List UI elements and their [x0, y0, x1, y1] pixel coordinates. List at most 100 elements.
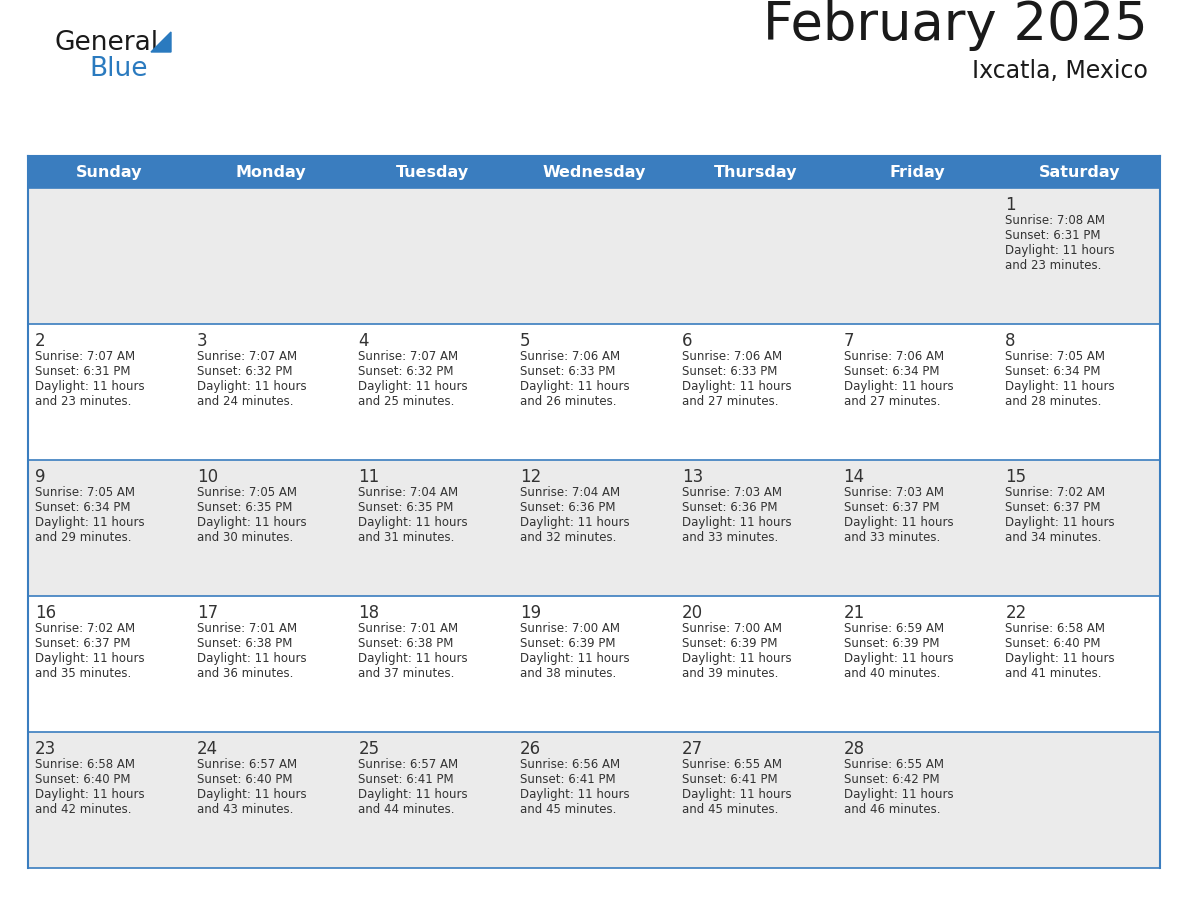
Text: Sunset: 6:42 PM: Sunset: 6:42 PM — [843, 773, 940, 786]
Text: Saturday: Saturday — [1038, 164, 1120, 180]
Text: and 37 minutes.: and 37 minutes. — [359, 667, 455, 680]
Text: February 2025: February 2025 — [763, 0, 1148, 51]
Text: Sunset: 6:33 PM: Sunset: 6:33 PM — [520, 365, 615, 378]
Text: Sunset: 6:34 PM: Sunset: 6:34 PM — [843, 365, 939, 378]
Text: Daylight: 11 hours: Daylight: 11 hours — [843, 788, 953, 801]
Text: Sunrise: 6:55 AM: Sunrise: 6:55 AM — [843, 758, 943, 771]
Text: 6: 6 — [682, 332, 693, 350]
Text: Daylight: 11 hours: Daylight: 11 hours — [197, 788, 307, 801]
Text: and 23 minutes.: and 23 minutes. — [34, 395, 132, 408]
Text: Daylight: 11 hours: Daylight: 11 hours — [1005, 380, 1114, 393]
Text: Daylight: 11 hours: Daylight: 11 hours — [843, 380, 953, 393]
Text: Sunrise: 7:00 AM: Sunrise: 7:00 AM — [520, 622, 620, 635]
Text: Daylight: 11 hours: Daylight: 11 hours — [34, 788, 145, 801]
Text: Sunrise: 7:06 AM: Sunrise: 7:06 AM — [682, 350, 782, 363]
Text: Sunset: 6:36 PM: Sunset: 6:36 PM — [682, 501, 777, 514]
Text: General: General — [55, 30, 159, 56]
Text: Daylight: 11 hours: Daylight: 11 hours — [197, 516, 307, 529]
Text: and 31 minutes.: and 31 minutes. — [359, 531, 455, 544]
Text: 18: 18 — [359, 604, 379, 622]
Text: Wednesday: Wednesday — [542, 164, 646, 180]
Text: Sunrise: 7:04 AM: Sunrise: 7:04 AM — [520, 486, 620, 499]
Text: 16: 16 — [34, 604, 56, 622]
Text: Sunset: 6:37 PM: Sunset: 6:37 PM — [843, 501, 939, 514]
Text: Sunrise: 6:59 AM: Sunrise: 6:59 AM — [843, 622, 943, 635]
Text: 10: 10 — [197, 468, 217, 486]
Text: Daylight: 11 hours: Daylight: 11 hours — [359, 380, 468, 393]
Text: Sunset: 6:37 PM: Sunset: 6:37 PM — [1005, 501, 1101, 514]
Text: Sunrise: 7:07 AM: Sunrise: 7:07 AM — [197, 350, 297, 363]
Text: Sunset: 6:41 PM: Sunset: 6:41 PM — [682, 773, 777, 786]
Text: Daylight: 11 hours: Daylight: 11 hours — [843, 516, 953, 529]
Text: 12: 12 — [520, 468, 542, 486]
Text: Sunset: 6:35 PM: Sunset: 6:35 PM — [359, 501, 454, 514]
Text: and 38 minutes.: and 38 minutes. — [520, 667, 617, 680]
Text: 13: 13 — [682, 468, 703, 486]
Text: Sunset: 6:41 PM: Sunset: 6:41 PM — [520, 773, 615, 786]
Text: 26: 26 — [520, 740, 542, 758]
Text: and 32 minutes.: and 32 minutes. — [520, 531, 617, 544]
Text: and 35 minutes.: and 35 minutes. — [34, 667, 131, 680]
Text: Sunrise: 6:58 AM: Sunrise: 6:58 AM — [1005, 622, 1105, 635]
Text: Sunset: 6:31 PM: Sunset: 6:31 PM — [1005, 229, 1101, 242]
Text: Monday: Monday — [235, 164, 305, 180]
Text: Sunrise: 7:01 AM: Sunrise: 7:01 AM — [359, 622, 459, 635]
Text: Sunrise: 6:57 AM: Sunrise: 6:57 AM — [197, 758, 297, 771]
Text: 21: 21 — [843, 604, 865, 622]
Text: Sunset: 6:38 PM: Sunset: 6:38 PM — [359, 637, 454, 650]
Text: Sunrise: 7:06 AM: Sunrise: 7:06 AM — [520, 350, 620, 363]
Text: Daylight: 11 hours: Daylight: 11 hours — [197, 380, 307, 393]
Text: 1: 1 — [1005, 196, 1016, 214]
Text: Sunset: 6:39 PM: Sunset: 6:39 PM — [843, 637, 939, 650]
Text: 5: 5 — [520, 332, 531, 350]
Text: Sunset: 6:38 PM: Sunset: 6:38 PM — [197, 637, 292, 650]
Text: Sunrise: 7:02 AM: Sunrise: 7:02 AM — [1005, 486, 1105, 499]
Text: Ixcatla, Mexico: Ixcatla, Mexico — [972, 59, 1148, 83]
Text: and 46 minutes.: and 46 minutes. — [843, 803, 940, 816]
Text: and 42 minutes.: and 42 minutes. — [34, 803, 132, 816]
Text: Sunset: 6:34 PM: Sunset: 6:34 PM — [1005, 365, 1101, 378]
Text: Sunset: 6:34 PM: Sunset: 6:34 PM — [34, 501, 131, 514]
Text: Daylight: 11 hours: Daylight: 11 hours — [359, 652, 468, 665]
Text: 23: 23 — [34, 740, 56, 758]
Text: Daylight: 11 hours: Daylight: 11 hours — [682, 380, 791, 393]
Text: and 39 minutes.: and 39 minutes. — [682, 667, 778, 680]
Text: Daylight: 11 hours: Daylight: 11 hours — [359, 516, 468, 529]
Text: Sunset: 6:41 PM: Sunset: 6:41 PM — [359, 773, 454, 786]
Text: Sunset: 6:33 PM: Sunset: 6:33 PM — [682, 365, 777, 378]
Text: 7: 7 — [843, 332, 854, 350]
Text: Daylight: 11 hours: Daylight: 11 hours — [1005, 516, 1114, 529]
Text: and 45 minutes.: and 45 minutes. — [682, 803, 778, 816]
Text: 2: 2 — [34, 332, 45, 350]
Text: Daylight: 11 hours: Daylight: 11 hours — [843, 652, 953, 665]
Text: and 41 minutes.: and 41 minutes. — [1005, 667, 1101, 680]
Polygon shape — [151, 32, 171, 52]
Text: and 43 minutes.: and 43 minutes. — [197, 803, 293, 816]
Text: and 28 minutes.: and 28 minutes. — [1005, 395, 1101, 408]
Text: Sunset: 6:37 PM: Sunset: 6:37 PM — [34, 637, 131, 650]
Text: Sunrise: 7:05 AM: Sunrise: 7:05 AM — [197, 486, 297, 499]
Text: 17: 17 — [197, 604, 217, 622]
Text: Daylight: 11 hours: Daylight: 11 hours — [1005, 652, 1114, 665]
Text: and 40 minutes.: and 40 minutes. — [843, 667, 940, 680]
Text: Sunset: 6:32 PM: Sunset: 6:32 PM — [359, 365, 454, 378]
Text: Sunrise: 7:05 AM: Sunrise: 7:05 AM — [34, 486, 135, 499]
Text: Daylight: 11 hours: Daylight: 11 hours — [682, 788, 791, 801]
Text: and 44 minutes.: and 44 minutes. — [359, 803, 455, 816]
Bar — [29, 596, 1159, 732]
Text: 9: 9 — [34, 468, 45, 486]
Text: 24: 24 — [197, 740, 217, 758]
Text: and 27 minutes.: and 27 minutes. — [843, 395, 940, 408]
Text: Daylight: 11 hours: Daylight: 11 hours — [520, 380, 630, 393]
Text: Daylight: 11 hours: Daylight: 11 hours — [682, 516, 791, 529]
Bar — [29, 732, 1159, 868]
Text: Sunrise: 7:00 AM: Sunrise: 7:00 AM — [682, 622, 782, 635]
Text: Daylight: 11 hours: Daylight: 11 hours — [682, 652, 791, 665]
Text: 8: 8 — [1005, 332, 1016, 350]
Text: and 24 minutes.: and 24 minutes. — [197, 395, 293, 408]
Bar — [29, 188, 1159, 324]
Text: and 33 minutes.: and 33 minutes. — [843, 531, 940, 544]
Text: Sunrise: 7:03 AM: Sunrise: 7:03 AM — [682, 486, 782, 499]
Text: Daylight: 11 hours: Daylight: 11 hours — [359, 788, 468, 801]
Bar — [29, 324, 1159, 460]
